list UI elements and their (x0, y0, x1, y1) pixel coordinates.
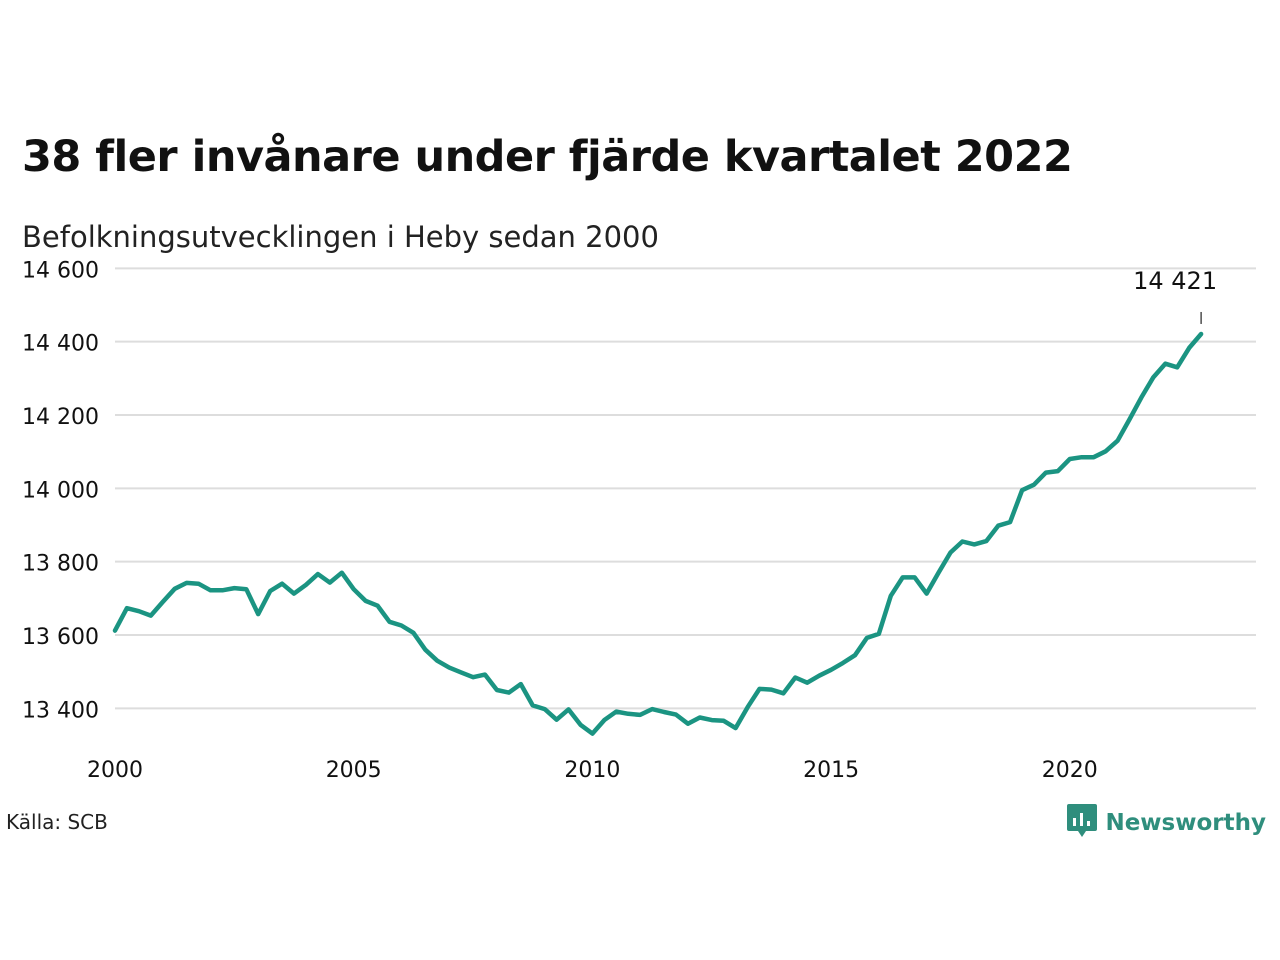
x-tick-label: 2015 (803, 758, 859, 783)
x-tick-label: 2020 (1042, 758, 1098, 783)
y-tick-label: 13 400 (22, 698, 99, 723)
grid-lines (115, 267, 1256, 710)
series-group (112, 331, 1204, 736)
chart-title: 38 fler invånare under fjärde kvartalet … (22, 132, 1073, 182)
end-annotation-group: 14 421 (1133, 267, 1217, 324)
y-tick-label: 14 200 (22, 405, 99, 430)
y-tick-label: 14 600 (22, 258, 99, 283)
x-tick-label: 2000 (87, 758, 143, 783)
end-value-label: 14 421 (1133, 267, 1217, 295)
y-axis-tick-labels: 13 400 13 600 13 800 14 000 14 200 14 400 14 6… (22, 258, 99, 723)
y-tick-label: 14 400 (22, 332, 99, 357)
line-chart: 13 400 13 600 13 800 14 000 14 200 14 400 14 6… (22, 258, 1256, 783)
brand-name: Newsworthy (1105, 810, 1266, 836)
newsworthy-logo-icon (1067, 804, 1098, 842)
x-tick-label: 2010 (564, 758, 620, 783)
x-tick-label: 2005 (326, 758, 382, 783)
y-tick-label: 13 600 (22, 625, 99, 650)
brand-logo[interactable]: Newsworthy (1067, 804, 1266, 842)
source-note: Källa: SCB (6, 810, 108, 834)
chart-subtitle: Befolkningsutvecklingen i Heby sedan 200… (22, 220, 659, 254)
series-line (112, 331, 1204, 736)
x-axis-tick-labels: 2000 2005 2010 2015 2020 (87, 758, 1098, 783)
y-tick-label: 14 000 (22, 478, 99, 503)
y-tick-label: 13 800 (22, 552, 99, 577)
